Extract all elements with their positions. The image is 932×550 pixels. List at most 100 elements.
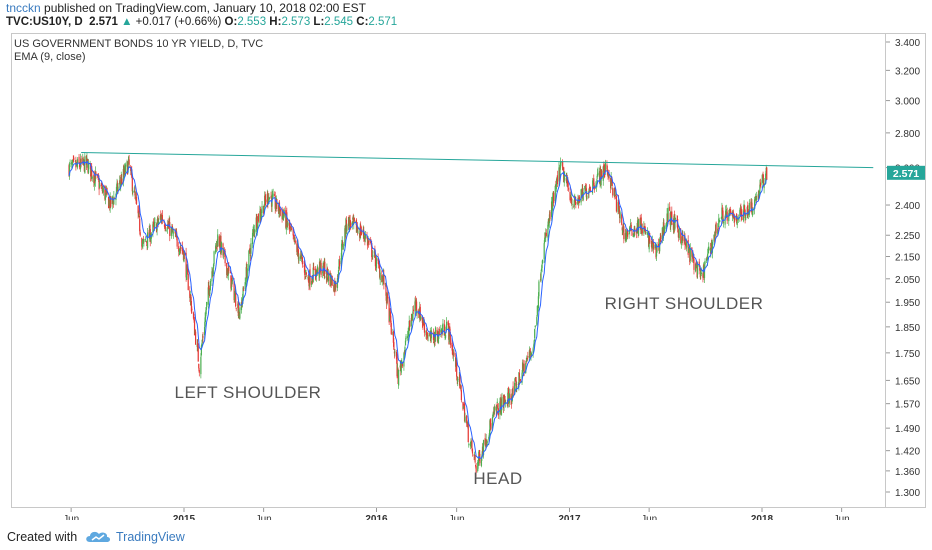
candle-body — [596, 174, 599, 177]
price-axis[interactable] — [886, 33, 926, 508]
x-tick-label: Jun — [256, 514, 272, 520]
candle-body — [656, 244, 658, 252]
candle-body — [128, 156, 130, 161]
candle-body — [311, 280, 313, 285]
candle-body — [761, 175, 764, 183]
candle-body — [287, 222, 289, 226]
candle-body — [396, 356, 398, 377]
candle-body — [257, 213, 259, 222]
y-tick-label: 1.950 — [895, 298, 920, 309]
candle-body — [422, 322, 424, 325]
candle-body — [230, 280, 233, 291]
candle-body — [110, 196, 112, 207]
candle-body — [137, 205, 139, 214]
candle-body — [371, 256, 373, 259]
candle-body — [451, 345, 454, 355]
candle-body — [477, 461, 479, 471]
last-price-tag — [887, 165, 925, 180]
candle-body — [611, 181, 613, 186]
candle-body — [643, 226, 645, 234]
candle-body — [617, 199, 620, 209]
candle-body — [322, 271, 324, 274]
candle-body — [249, 248, 251, 253]
candle-body — [161, 214, 163, 221]
candle-body — [519, 379, 522, 381]
candle-body — [69, 163, 71, 164]
candle-body — [754, 197, 756, 202]
candle-body — [711, 241, 714, 253]
candle-body — [132, 190, 134, 193]
candle-body — [91, 166, 93, 178]
candle-body — [684, 243, 687, 246]
candle-body — [377, 258, 379, 261]
candle-body — [190, 300, 192, 312]
y-tick-label: 3.000 — [895, 97, 920, 108]
candle-body — [215, 247, 217, 249]
candle-body — [415, 301, 418, 311]
candle-body — [113, 196, 115, 205]
close-label: C: — [356, 16, 369, 28]
candle-body — [608, 174, 610, 179]
candle-body — [414, 301, 416, 312]
candle-body — [251, 232, 254, 245]
candle-body — [507, 392, 509, 405]
candle-body — [120, 183, 122, 187]
candle-body — [682, 234, 684, 241]
candle-body — [493, 410, 495, 413]
candle-body — [628, 232, 630, 235]
candle-body — [200, 357, 202, 375]
candle-body — [523, 363, 525, 373]
candle-body — [71, 161, 73, 165]
candle-body — [640, 217, 642, 232]
candle-body — [197, 346, 199, 362]
candle-body — [164, 226, 167, 230]
candle-body — [195, 331, 197, 345]
candle-body — [212, 264, 215, 269]
chart-pane[interactable] — [11, 33, 886, 508]
candle-body — [475, 466, 477, 473]
candle-body — [186, 265, 188, 269]
up-arrow-icon: ▲ — [121, 16, 133, 28]
y-tick-label: 2.250 — [895, 231, 920, 242]
candle-body — [305, 272, 307, 275]
candle-body — [486, 439, 488, 443]
candle-body — [117, 186, 119, 191]
candle-body — [464, 416, 466, 423]
candle-body — [142, 242, 144, 244]
x-tick-label: Jun — [449, 514, 465, 520]
candle-body — [337, 269, 340, 279]
candle-body — [702, 273, 704, 278]
candle-body — [722, 210, 724, 222]
candle-body — [152, 224, 154, 233]
created-with-text: Created with — [7, 530, 78, 544]
candle-body — [715, 222, 717, 234]
candle-body — [249, 255, 252, 256]
candle-body — [714, 231, 716, 237]
tradingview-link[interactable]: TradingView — [116, 530, 185, 544]
candle-body — [477, 460, 479, 464]
author-link[interactable]: tncckn — [6, 1, 41, 15]
y-tick-label: 1.490 — [895, 424, 920, 435]
candle-body — [515, 380, 517, 392]
candle-body — [614, 187, 616, 196]
candle-body — [180, 247, 182, 249]
candle-body — [144, 239, 147, 241]
candle-body — [192, 312, 195, 319]
candle-body — [453, 352, 455, 356]
candle-body — [619, 212, 621, 219]
candle-body — [482, 439, 485, 456]
candle-body — [436, 329, 438, 335]
candle-body — [615, 196, 618, 212]
candle-body — [432, 333, 435, 341]
candle-body — [241, 301, 243, 305]
candle-body — [186, 265, 188, 280]
candle-body — [516, 386, 518, 390]
candle-body — [400, 363, 402, 373]
candle-body — [536, 317, 538, 325]
candle-body — [732, 214, 735, 219]
candle-body — [235, 307, 237, 309]
candle-body — [222, 251, 225, 255]
candle-body — [486, 441, 488, 444]
candle-body — [448, 326, 450, 343]
candle-body — [667, 207, 669, 221]
